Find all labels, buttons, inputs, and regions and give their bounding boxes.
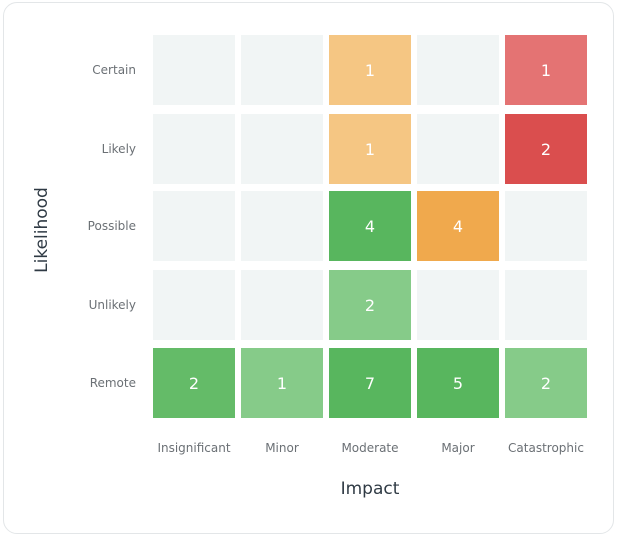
heatmap-cell-2-3 xyxy=(417,191,499,261)
heatmap-cell-4-1 xyxy=(241,348,323,418)
heatmap-cell-0-0 xyxy=(153,35,235,105)
heatmap-cell-2-1 xyxy=(241,191,323,261)
heatmap-cell-1-4 xyxy=(505,114,587,184)
heatmap-cell-0-3 xyxy=(417,35,499,105)
heatmap-cell-3-1 xyxy=(241,270,323,340)
heatmap-cell-4-2 xyxy=(329,348,411,418)
cell-value-label-3-2: 2 xyxy=(365,296,375,315)
heatmap-cell-1-0 xyxy=(153,114,235,184)
likelihood-label-certain: Certain xyxy=(92,63,136,77)
heatmap-cell-3-3 xyxy=(417,270,499,340)
likelihood-label-possible: Possible xyxy=(88,219,136,233)
impact-label-catastrophic: Catastrophic xyxy=(508,441,584,455)
cell-value-label-2-3: 4 xyxy=(453,217,463,236)
x-axis-title: Impact xyxy=(341,479,400,499)
likelihood-label-likely: Likely xyxy=(102,142,136,156)
heatmap-cell-3-0 xyxy=(153,270,235,340)
cell-value-label-1-4: 2 xyxy=(541,140,551,159)
heatmap-cell-2-0 xyxy=(153,191,235,261)
cell-value-label-4-0: 2 xyxy=(189,374,199,393)
heatmap-cell-1-2 xyxy=(329,114,411,184)
likelihood-label-unlikely: Unlikely xyxy=(89,298,136,312)
heatmap-cell-0-1 xyxy=(241,35,323,105)
heatmap-cell-0-4 xyxy=(505,35,587,105)
cell-value-label-0-4: 1 xyxy=(541,61,551,80)
heatmap-cell-2-4 xyxy=(505,191,587,261)
cell-value-label-4-1: 1 xyxy=(277,374,287,393)
cell-value-label-1-2: 1 xyxy=(365,140,375,159)
heatmap-cell-1-1 xyxy=(241,114,323,184)
cell-value-label-4-2: 7 xyxy=(365,374,375,393)
heatmap-cell-3-2 xyxy=(329,270,411,340)
likelihood-label-remote: Remote xyxy=(90,376,136,390)
cell-value-label-4-4: 2 xyxy=(541,374,551,393)
heatmap-cell-0-2 xyxy=(329,35,411,105)
impact-label-minor: Minor xyxy=(265,441,299,455)
heatmap-cell-4-3 xyxy=(417,348,499,418)
heatmap-cell-1-3 xyxy=(417,114,499,184)
y-axis-title: Likelihood xyxy=(32,187,52,273)
cell-value-label-2-2: 4 xyxy=(365,217,375,236)
impact-label-moderate: Moderate xyxy=(341,441,398,455)
heatmap-cell-4-0 xyxy=(153,348,235,418)
heatmap-cell-4-4 xyxy=(505,348,587,418)
heatmap-cell-2-2 xyxy=(329,191,411,261)
impact-tick-labels: Insignificant Minor Moderate Major Catastrop… xyxy=(157,441,584,455)
matrix-cells: 1 1 1 2 4 4 2 2 1 7 5 2 xyxy=(153,35,587,418)
impact-label-major: Major xyxy=(441,441,474,455)
cell-value-label-4-3: 5 xyxy=(453,374,463,393)
cell-value-label-0-2: 1 xyxy=(365,61,375,80)
heatmap-cell-3-4 xyxy=(505,270,587,340)
likelihood-tick-labels: Certain Likely Possible Unlikely Remote xyxy=(88,63,136,390)
impact-label-insignificant: Insignificant xyxy=(157,441,230,455)
